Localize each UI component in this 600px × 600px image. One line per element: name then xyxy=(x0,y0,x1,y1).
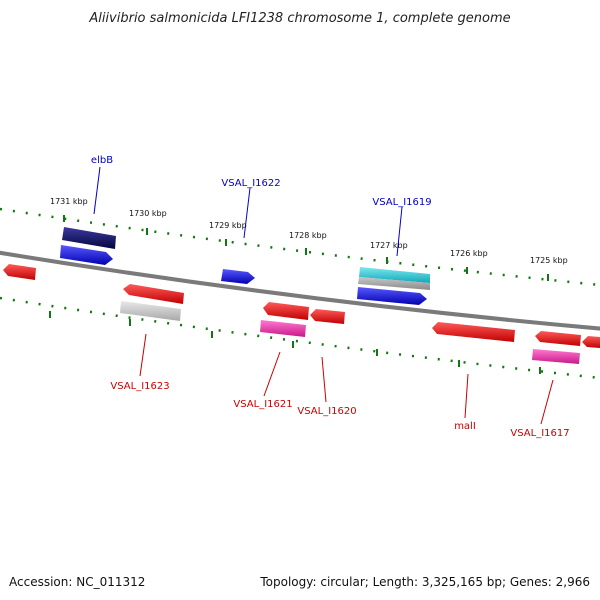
gene-label-bottom: VSAL_I1621 xyxy=(233,399,292,410)
gene-feature[interactable] xyxy=(359,267,430,283)
tick-label: 1728 kbp xyxy=(289,231,327,240)
tick-label: 1730 kbp xyxy=(129,209,167,218)
gene-feature[interactable] xyxy=(263,302,309,320)
gene-label-top: elbB xyxy=(91,155,113,166)
gene-label-top: VSAL_I1622 xyxy=(221,178,280,189)
gene-label-bottom: VSAL_I1620 xyxy=(297,406,356,417)
top-ruler-dots xyxy=(0,207,600,287)
gene-feature[interactable] xyxy=(310,309,345,324)
gene-feature[interactable] xyxy=(358,277,430,290)
bottom-major-ticks xyxy=(49,311,541,374)
bottom-label-leaders xyxy=(139,333,554,425)
gene-feature[interactable] xyxy=(582,336,600,348)
gene-label-bottom: VSAL_I1623 xyxy=(110,381,169,392)
gene-feature[interactable] xyxy=(60,245,113,265)
chromosome-backbone xyxy=(0,250,600,331)
gene-feature[interactable] xyxy=(357,287,427,305)
genome-summary-text: Topology: circular; Length: 3,325,165 bp… xyxy=(259,575,590,589)
gene-feature[interactable] xyxy=(120,301,181,321)
gene-feature[interactable] xyxy=(3,264,36,280)
top-major-ticks xyxy=(63,215,549,281)
tick-label: 1725 kbp xyxy=(530,256,568,265)
gene-feature[interactable] xyxy=(123,284,184,304)
gene-feature[interactable] xyxy=(221,269,255,284)
reverse-strand-genes xyxy=(3,264,600,364)
bottom-ruler-dots xyxy=(0,296,600,380)
gene-feature[interactable] xyxy=(62,227,116,249)
tick-label: 1726 kbp xyxy=(450,249,488,258)
top-label-leaders xyxy=(93,166,403,257)
gene-feature[interactable] xyxy=(432,322,515,342)
gene-feature[interactable] xyxy=(532,349,580,364)
gene-feature[interactable] xyxy=(260,320,306,337)
gene-feature[interactable] xyxy=(535,331,581,346)
gene-label-bottom: malI xyxy=(454,421,476,432)
tick-label: 1731 kbp xyxy=(50,197,88,206)
accession-text: Accession: NC_011312 xyxy=(9,575,145,589)
forward-strand-genes xyxy=(60,227,430,305)
gene-label-top: VSAL_I1619 xyxy=(372,197,431,208)
tick-label: 1729 kbp xyxy=(209,221,247,230)
gene-label-bottom: VSAL_I1617 xyxy=(510,428,569,439)
tick-label: 1727 kbp xyxy=(370,241,408,250)
map-title: Aliivibrio salmonicida LFI1238 chromosom… xyxy=(88,11,510,26)
